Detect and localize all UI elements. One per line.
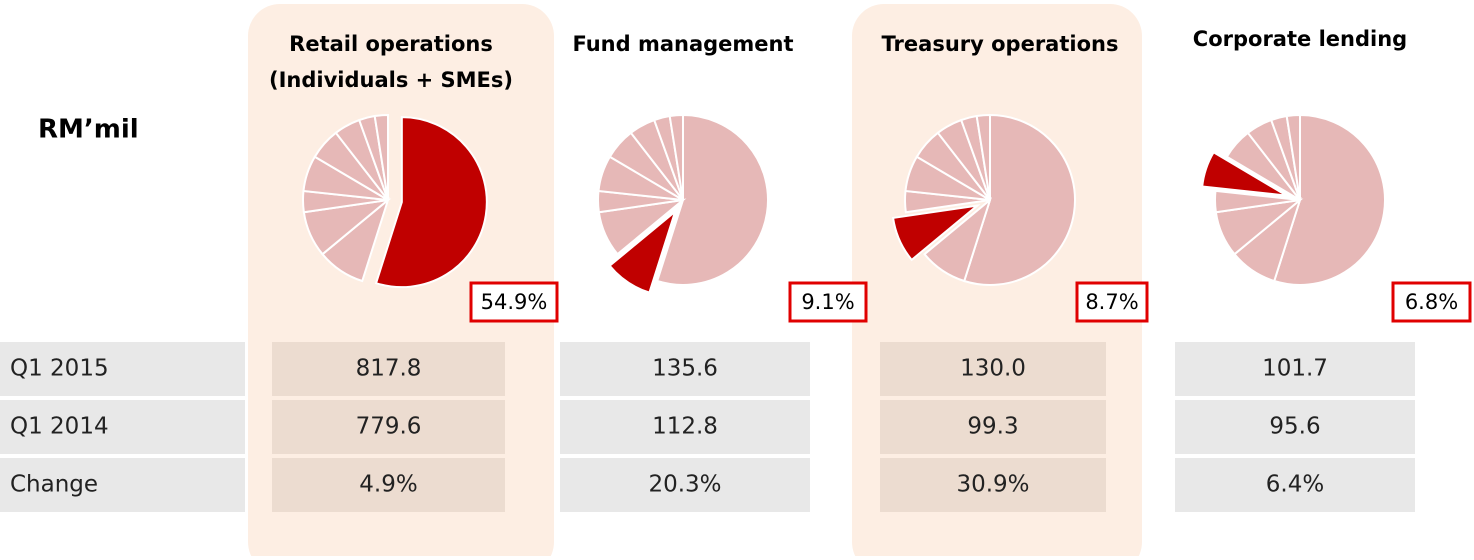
- table-value: 99.3: [967, 414, 1018, 440]
- row-label: Q1 2015: [10, 356, 109, 382]
- pie-title: Fund management: [572, 32, 793, 56]
- pie-slice: [655, 113, 769, 286]
- table-cell: [880, 342, 1106, 396]
- share-box: [1391, 281, 1472, 323]
- table-value: 20.3%: [648, 472, 721, 498]
- table-value: 112.8: [652, 414, 718, 440]
- table-cell: [1175, 400, 1415, 454]
- table-cell: [1175, 458, 1415, 512]
- pie-title: Corporate lending: [1193, 27, 1407, 51]
- row-label: Change: [10, 472, 98, 498]
- row-label: Q1 2014: [10, 414, 109, 440]
- highlight-slice: [374, 116, 488, 289]
- table-value: 779.6: [356, 414, 422, 440]
- share-box: [469, 281, 559, 323]
- row-label-cell: [0, 342, 245, 396]
- table-cell: [880, 400, 1106, 454]
- row-label-cell: [0, 458, 245, 512]
- table-value: 135.6: [652, 356, 718, 382]
- table-cell: [560, 400, 810, 454]
- table-value: 4.9%: [359, 472, 417, 498]
- table-value: 6.4%: [1266, 472, 1324, 498]
- table-cell: [272, 342, 505, 396]
- table-cell: [560, 458, 810, 512]
- pie-slice: [668, 113, 684, 201]
- pie-title: Treasury operations: [882, 32, 1119, 56]
- highlight-slice: [1201, 150, 1288, 197]
- table-value: 101.7: [1262, 356, 1328, 382]
- pie-title: (Individuals + SMEs): [269, 68, 513, 92]
- share-box: [788, 281, 868, 323]
- share-label: 54.9%: [481, 290, 548, 314]
- table-value: 95.6: [1269, 414, 1320, 440]
- pie-slice: [1272, 113, 1386, 286]
- pie-title: Retail operations: [289, 32, 493, 56]
- row-label-cell: [0, 400, 245, 454]
- share-label: 6.8%: [1405, 290, 1458, 314]
- share-box: [1075, 281, 1149, 323]
- highlight-slice: [608, 208, 678, 294]
- table-value: 30.9%: [956, 472, 1029, 498]
- table-cell: [880, 458, 1106, 512]
- pie-slice: [373, 113, 389, 201]
- pie-slice: [923, 197, 992, 283]
- highlight-slice: [891, 204, 981, 262]
- table-value: 130.0: [960, 356, 1026, 382]
- table-cell: [272, 400, 505, 454]
- pie-slice: [1285, 113, 1301, 201]
- unit-label: RM’mil: [38, 115, 139, 145]
- share-label: 9.1%: [801, 290, 854, 314]
- table-cell: [1175, 342, 1415, 396]
- pie-slice: [962, 113, 1076, 286]
- pie-slice: [1214, 189, 1301, 214]
- pie-slice: [975, 113, 991, 201]
- table-value: 817.8: [356, 356, 422, 382]
- table-cell: [272, 458, 505, 512]
- table-cell: [560, 342, 810, 396]
- share-label: 8.7%: [1085, 290, 1138, 314]
